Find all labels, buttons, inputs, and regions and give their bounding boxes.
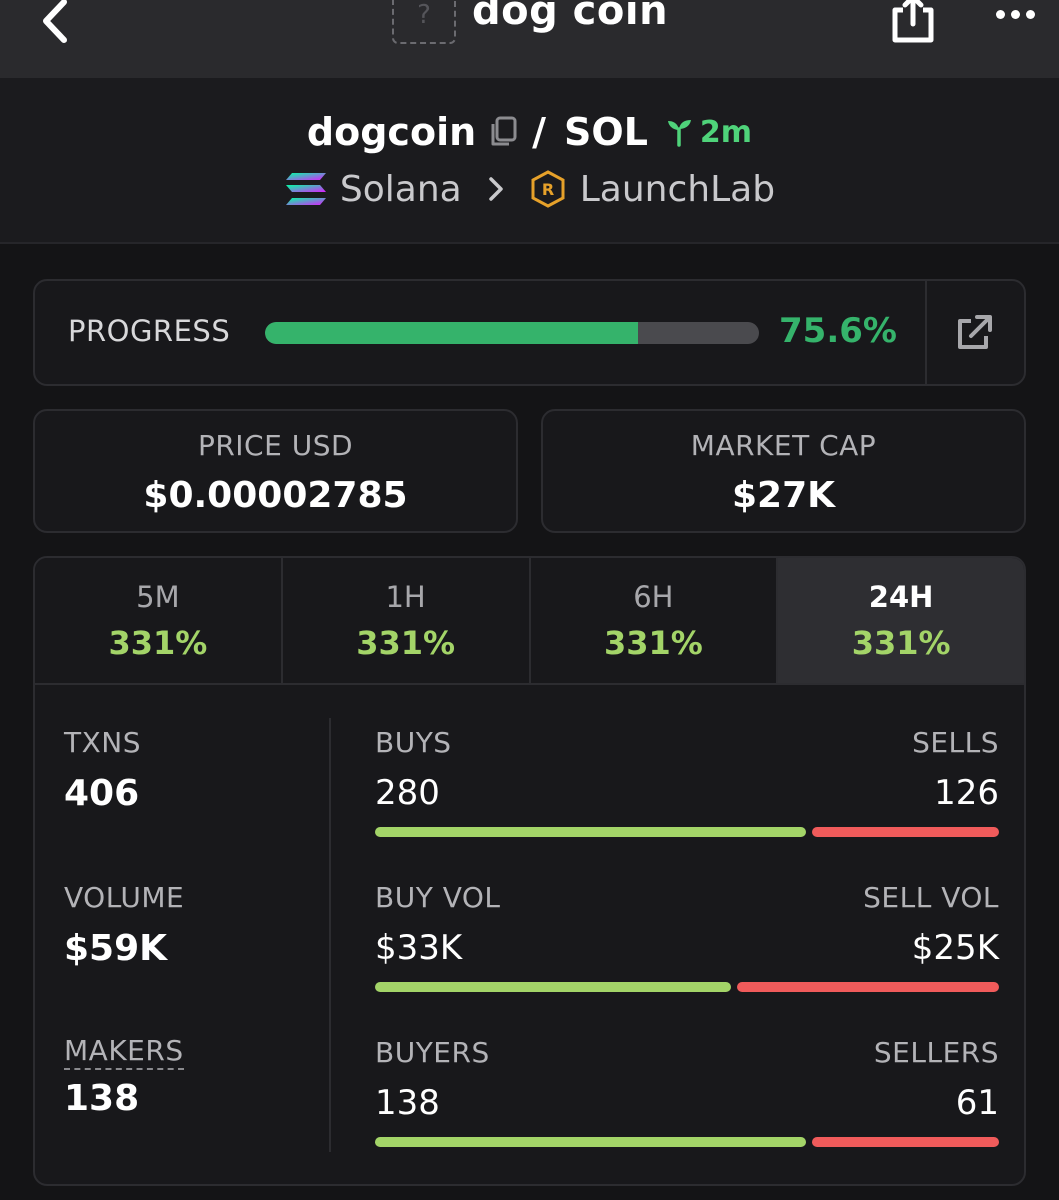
launchlab-logo-icon: R [530,170,566,208]
tab-6h[interactable]: 6H 331% [530,558,779,683]
buy-bar-segment [375,982,731,992]
divider [329,718,331,1152]
buyers-label: BUYERS [375,1036,490,1069]
tab-change-value: 331% [108,624,208,662]
makers-ratio-bar [375,1137,999,1147]
buys-label: BUYS [375,726,452,759]
sells-value: 126 [934,773,999,813]
volume-label: VOLUME [64,881,185,914]
buyers-sellers-split: BUYERS SELLERS 138 61 [375,1036,999,1147]
more-dot [1010,9,1020,19]
base-token-name: dogcoin [306,110,477,154]
more-dots-icon [995,9,1005,19]
chevron-right-icon [488,176,504,202]
tab-24h[interactable]: 24H 331% [778,558,1024,683]
bonding-progress-card: PROGRESS 75.6% [33,279,1026,386]
external-link-icon [958,315,992,349]
tab-1h[interactable]: 1H 331% [282,558,531,683]
pair-header: dogcoin / SOL 2m [0,78,1059,244]
copy-icon [491,116,517,146]
more-options-button[interactable] [985,0,1045,34]
tab-label: 24H [868,580,934,614]
sell-bar-segment [811,827,999,837]
buy-sell-ratio-bar [375,827,999,837]
question-mark-icon: ? [417,0,431,30]
more-dot [1025,9,1035,19]
pair-age: 2m [699,114,753,150]
price-usd-card: PRICE USD $0.00002785 [33,409,518,533]
market-cap-value: $27K [731,475,836,516]
share-button[interactable] [885,0,941,46]
volume-value: $59K [64,928,168,969]
chevron-left-icon [43,0,67,43]
buy-bar-segment [375,827,806,837]
volume-ratio-bar [375,982,999,992]
dex-name[interactable]: LaunchLab [579,168,776,210]
chain-breadcrumb: Solana R LaunchLab [0,164,1059,214]
makers-metric[interactable]: MAKERS 138 [64,1034,184,1119]
sells-label: SELLS [912,726,999,759]
pair-separator: / [532,110,547,154]
makers-label[interactable]: MAKERS [64,1034,184,1070]
sell-vol-label: SELL VOL [863,881,999,914]
copy-address-button[interactable] [488,116,518,148]
tab-change-value: 331% [603,624,703,662]
tab-label: 6H [633,580,674,614]
txns-label: TXNS [64,726,142,759]
token-image-placeholder: ? [392,0,456,44]
page-title: dog coin [472,0,669,34]
progress-value: 75.6% [779,311,897,351]
sell-bar-segment [811,1137,999,1147]
sell-vol-value: $25K [911,928,999,968]
txns-value: 406 [64,773,140,814]
share-icon [892,0,934,43]
sell-bar-segment [736,982,999,992]
open-external-button[interactable] [953,313,997,353]
back-button[interactable] [30,0,80,46]
divider [925,281,927,384]
tab-change-value: 331% [851,624,951,662]
svg-text:R: R [542,180,554,199]
buy-vol-label: BUY VOL [375,881,501,914]
top-nav-bar: ? dog coin [0,0,1059,78]
progress-label: PROGRESS [68,314,231,348]
sellers-label: SELLERS [873,1036,999,1069]
market-cap-card: MARKET CAP $27K [541,409,1026,533]
sprout-icon [664,117,694,147]
tab-change-value: 331% [356,624,456,662]
pair-name-line: dogcoin / SOL 2m [0,104,1059,160]
trading-stats-card: 5M 331% 1H 331% 6H 331% 24H 331% TXNS 40… [33,556,1026,1186]
txns-metric: TXNS 406 [64,726,141,814]
buyers-value: 138 [375,1083,440,1123]
progress-bar [265,322,759,344]
buy-sell-volume-split: BUY VOL SELL VOL $33K $25K [375,881,999,992]
tab-5m[interactable]: 5M 331% [35,558,283,683]
makers-value: 138 [64,1078,140,1119]
buy-bar-segment [375,1137,806,1147]
progress-bar-fill [265,322,639,344]
price-value: $0.00002785 [143,475,408,516]
volume-metric: VOLUME $59K [64,881,184,969]
buy-vol-value: $33K [375,928,463,968]
sellers-value: 61 [955,1083,999,1123]
tab-label: 1H [385,580,426,614]
timeframe-tabs: 5M 331% 1H 331% 6H 331% 24H 331% [35,558,1024,685]
buys-sells-split: BUYS SELLS 280 126 [375,726,999,837]
chain-name[interactable]: Solana [339,168,462,210]
tab-label: 5M [136,580,180,614]
price-label: PRICE USD [197,429,354,462]
quote-token-name: SOL [564,110,648,154]
solana-logo-icon [284,171,328,207]
buys-value: 280 [375,773,440,813]
market-cap-label: MARKET CAP [690,429,877,462]
